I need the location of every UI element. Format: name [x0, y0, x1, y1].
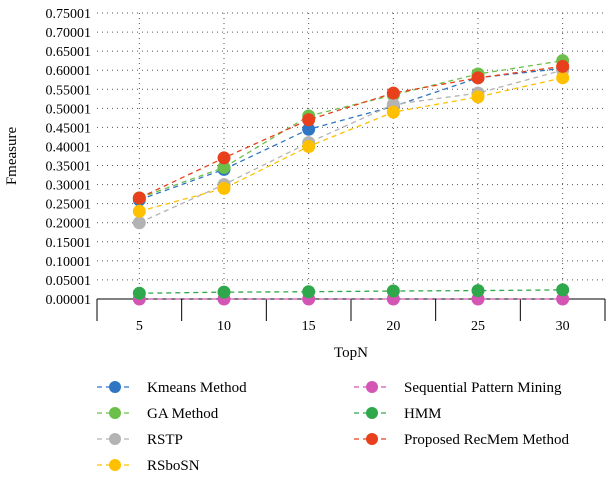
data-point-proposed-recmem-method: [471, 71, 485, 85]
data-point-rstp: [132, 216, 146, 230]
series-proposed-recmem-method: [132, 59, 570, 205]
data-point-proposed-recmem-method: [302, 113, 316, 127]
data-point-proposed-recmem-method: [386, 86, 400, 100]
series-line-kmeans-method: [139, 67, 563, 201]
legend-label: Proposed RecMem Method: [404, 432, 569, 448]
grid-lines: [97, 12, 605, 299]
x-tick-label: 10: [217, 319, 231, 334]
x-axis: 5 10 15 20 25 30: [96, 298, 606, 334]
x-axis-label: TopN: [334, 345, 368, 361]
legend-marker: [366, 381, 378, 393]
series-line-rsbosn: [139, 77, 563, 212]
series-line-ga-method: [139, 60, 563, 199]
y-tick-label: 0.15001: [46, 236, 92, 251]
y-tick-label: 0.30001: [46, 179, 92, 194]
series-kmeans-method: [132, 61, 570, 207]
series-group: [132, 54, 570, 306]
data-point-proposed-recmem-method: [132, 191, 146, 205]
x-tick-label: 5: [136, 319, 143, 334]
y-tick-label: 0.55001: [46, 83, 92, 98]
legend-marker: [109, 433, 121, 445]
y-tick-label: 0.35001: [46, 160, 92, 175]
y-tick-label: 0.10001: [46, 255, 92, 270]
legend-label: HMM: [404, 406, 442, 422]
data-point-hmm: [556, 283, 570, 297]
legend-marker: [366, 433, 378, 445]
legend-item-proposed-recmem-method: Proposed RecMem Method: [354, 432, 569, 448]
data-point-rsbosn: [386, 105, 400, 119]
data-point-kmeans-method: [302, 122, 316, 136]
legend-label: Kmeans Method: [147, 380, 247, 396]
legend-label: Sequential Pattern Mining: [404, 380, 562, 396]
data-point-rsbosn: [471, 90, 485, 104]
legend-marker: [109, 407, 121, 419]
legend-marker: [366, 407, 378, 419]
data-point-hmm: [386, 284, 400, 298]
data-point-hmm: [302, 285, 316, 299]
y-tick-label: 0.70001: [46, 26, 92, 41]
y-tick-label: 0.60001: [46, 64, 92, 79]
data-point-proposed-recmem-method: [217, 151, 231, 165]
y-tick-label: 0.00001: [46, 293, 92, 308]
y-tick-label: 0.45001: [46, 121, 92, 136]
data-point-rsbosn: [217, 181, 231, 195]
data-point-rsbosn: [302, 139, 316, 153]
x-tick-label: 15: [302, 319, 316, 334]
series-rstp: [132, 63, 570, 230]
y-axis-label: Fmeasure: [4, 127, 20, 186]
series-hmm: [132, 283, 570, 300]
data-point-hmm: [471, 284, 485, 298]
data-point-rsbosn: [556, 71, 570, 85]
legend-item-hmm: HMM: [354, 406, 442, 422]
y-tick-label: 0.20001: [46, 217, 92, 232]
y-tick-label: 0.25001: [46, 198, 92, 213]
legend-item-sequential-pattern-mining: Sequential Pattern Mining: [354, 380, 562, 396]
data-point-ga-method: [217, 160, 231, 174]
data-point-sequential-pattern-mining: [556, 292, 570, 306]
series-line-hmm: [139, 289, 563, 294]
legend-marker: [109, 459, 121, 471]
y-tick-label: 0.65001: [46, 45, 92, 60]
x-tick-label: 20: [386, 319, 400, 334]
series-rsbosn: [132, 71, 570, 218]
legend-label: RSTP: [147, 432, 183, 448]
legend-marker: [109, 381, 121, 393]
legend-item-rsbosn: RSboSN: [97, 458, 200, 474]
legend-label: GA Method: [147, 406, 219, 422]
data-point-hmm: [217, 285, 231, 299]
legend: Kmeans Method GA Method RSTP RSboSN Sequenti…: [97, 380, 569, 474]
y-tick-label: 0.75001: [46, 7, 92, 22]
x-tick-label: 30: [556, 319, 570, 334]
legend-item-ga-method: GA Method: [97, 406, 219, 422]
data-point-hmm: [132, 286, 146, 300]
legend-item-kmeans-method: Kmeans Method: [97, 380, 247, 396]
y-tick-label: 0.40001: [46, 140, 92, 155]
data-point-proposed-recmem-method: [556, 59, 570, 73]
x-tick-label: 25: [471, 319, 485, 334]
data-point-rsbosn: [132, 204, 146, 218]
series-line-rstp: [139, 69, 563, 224]
series-line-proposed-recmem-method: [139, 65, 563, 199]
y-axis-ticks: 0.00001 0.05001 0.10001 0.15001 0.20001 0.250…: [46, 7, 92, 308]
legend-item-rstp: RSTP: [97, 432, 183, 448]
y-tick-label: 0.05001: [46, 274, 92, 289]
legend-label: RSboSN: [147, 458, 200, 474]
y-tick-label: 0.50001: [46, 102, 92, 117]
